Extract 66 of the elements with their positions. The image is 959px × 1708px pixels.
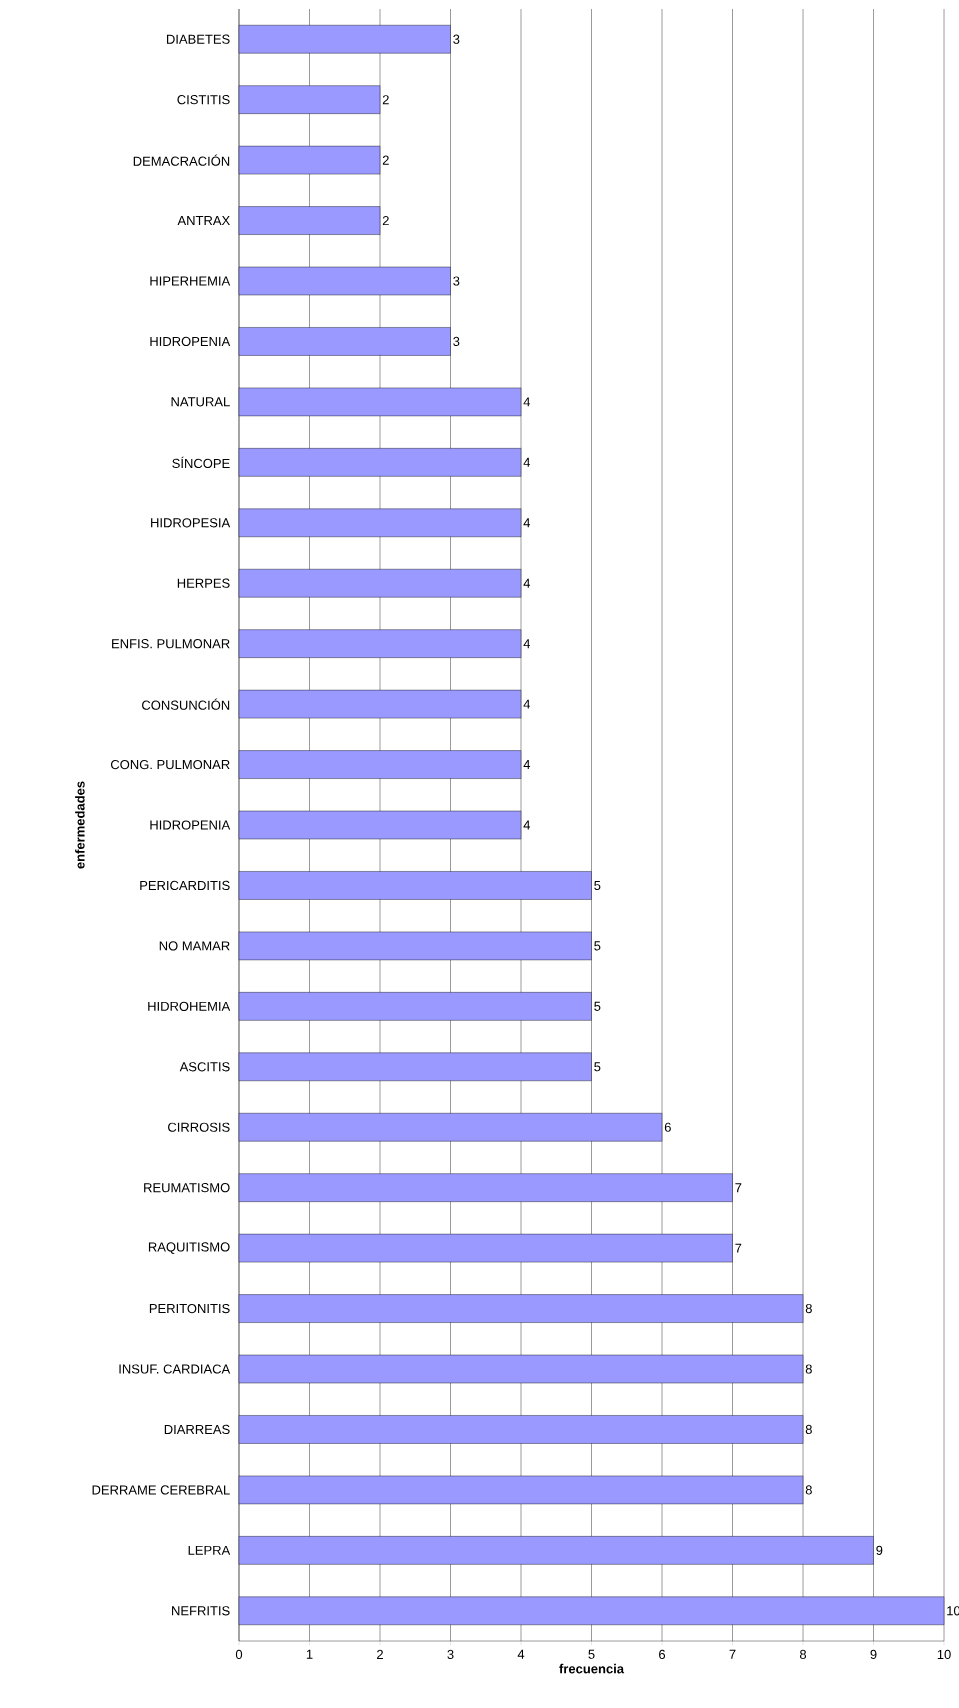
x-axis-title: frecuencia: [559, 1663, 625, 1674]
data-label: 7: [735, 1183, 742, 1193]
y-tick-label: CIRROSIS: [168, 1122, 230, 1132]
y-tick-label: HIDROHEMIA: [148, 1001, 231, 1011]
y-tick-label: DEMACRACIÓN: [133, 154, 230, 166]
data-label: 4: [523, 518, 531, 528]
data-label: 5: [594, 1062, 601, 1072]
x-tick-label: 8: [799, 1649, 807, 1660]
y-tick-label: PERITONITIS: [149, 1303, 230, 1314]
y-tick-label: HIDROPENIA: [150, 820, 231, 830]
data-label: 8: [805, 1303, 812, 1314]
data-label: 5: [594, 941, 601, 951]
y-tick-label: DERRAME CEREBRAL: [92, 1485, 230, 1495]
x-tick-label: 10: [937, 1649, 951, 1660]
data-label: 8: [805, 1364, 812, 1374]
data-label: 6: [664, 1122, 671, 1132]
data-label: 2: [382, 216, 389, 226]
data-label: 5: [594, 1001, 601, 1011]
y-tick-label: HIPERHEMIA: [150, 276, 231, 286]
x-tick-label: 2: [377, 1649, 383, 1659]
data-label: 5: [594, 880, 601, 890]
data-label: 4: [523, 699, 531, 709]
y-tick-label: CONSUNCIÓN: [142, 698, 230, 710]
y-tick-label: LEPRA: [188, 1545, 231, 1555]
y-tick-label: PERICARDITIS: [140, 880, 230, 891]
y-tick-label: NO MAMAR: [159, 941, 230, 951]
y-tick-label: ANTRAX: [177, 216, 230, 226]
data-label: 3: [453, 336, 460, 347]
x-tick-label: 3: [447, 1649, 454, 1660]
x-tick-label: 6: [659, 1649, 666, 1660]
y-tick-label: NATURAL: [171, 397, 230, 407]
y-tick-label: CONG. PULMONAR: [110, 759, 230, 770]
y-tick-label: DIARREAS: [164, 1424, 230, 1435]
y-tick-label: INSUF. CARDIACA: [119, 1364, 231, 1374]
data-label: 8: [805, 1424, 812, 1435]
y-tick-label: HERPES: [177, 578, 230, 588]
y-tick-label: RAQUITISMO: [148, 1242, 230, 1254]
x-tick-label: 4: [517, 1649, 525, 1659]
y-tick-label: ASCITIS: [179, 1062, 230, 1072]
x-tick-label: 5: [588, 1649, 595, 1659]
y-tick-label: CISTITIS: [177, 95, 230, 105]
y-axis-title: enfermedades: [75, 781, 85, 869]
data-label: 2: [382, 95, 389, 105]
data-label: 4: [523, 457, 531, 467]
data-label: 2: [382, 155, 389, 165]
y-tick-label: HIDROPENIA: [150, 336, 231, 347]
y-tick-label: NEFRITIS: [172, 1606, 230, 1616]
data-label: 7: [735, 1243, 742, 1253]
x-tick-label: 7: [729, 1649, 736, 1659]
y-tick-label: ENFIS. PULMONAR: [112, 639, 230, 649]
data-label: 4: [523, 397, 531, 407]
y-tick-label: HIDROPESIA: [151, 518, 231, 528]
data-label: 8: [805, 1485, 812, 1495]
data-label: 4: [523, 578, 531, 588]
data-label: 4: [523, 639, 531, 649]
x-tick-label: 0: [235, 1649, 243, 1660]
data-label: 3: [453, 276, 460, 286]
y-tick-label: SÍNCOPE: [172, 456, 230, 469]
data-label: 4: [523, 760, 531, 770]
y-tick-label: DIABETES: [166, 34, 230, 44]
x-tick-label: 1: [306, 1649, 313, 1659]
data-label: 3: [453, 34, 460, 44]
data-label: 9: [876, 1545, 883, 1555]
data-label: 4: [523, 820, 531, 830]
y-tick-label: REUMATISMO: [144, 1183, 230, 1193]
x-tick-label: 9: [870, 1649, 877, 1660]
